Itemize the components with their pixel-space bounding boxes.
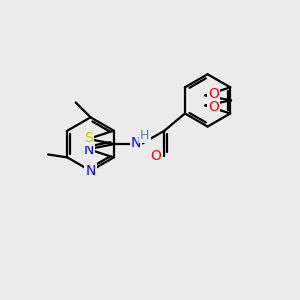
Text: N: N [85,164,96,178]
Text: O: O [208,87,219,101]
Text: N: N [131,136,141,151]
Text: O: O [208,100,219,114]
Text: O: O [151,149,162,163]
Text: S: S [84,131,93,145]
Text: N: N [84,143,94,158]
Text: H: H [140,129,149,142]
